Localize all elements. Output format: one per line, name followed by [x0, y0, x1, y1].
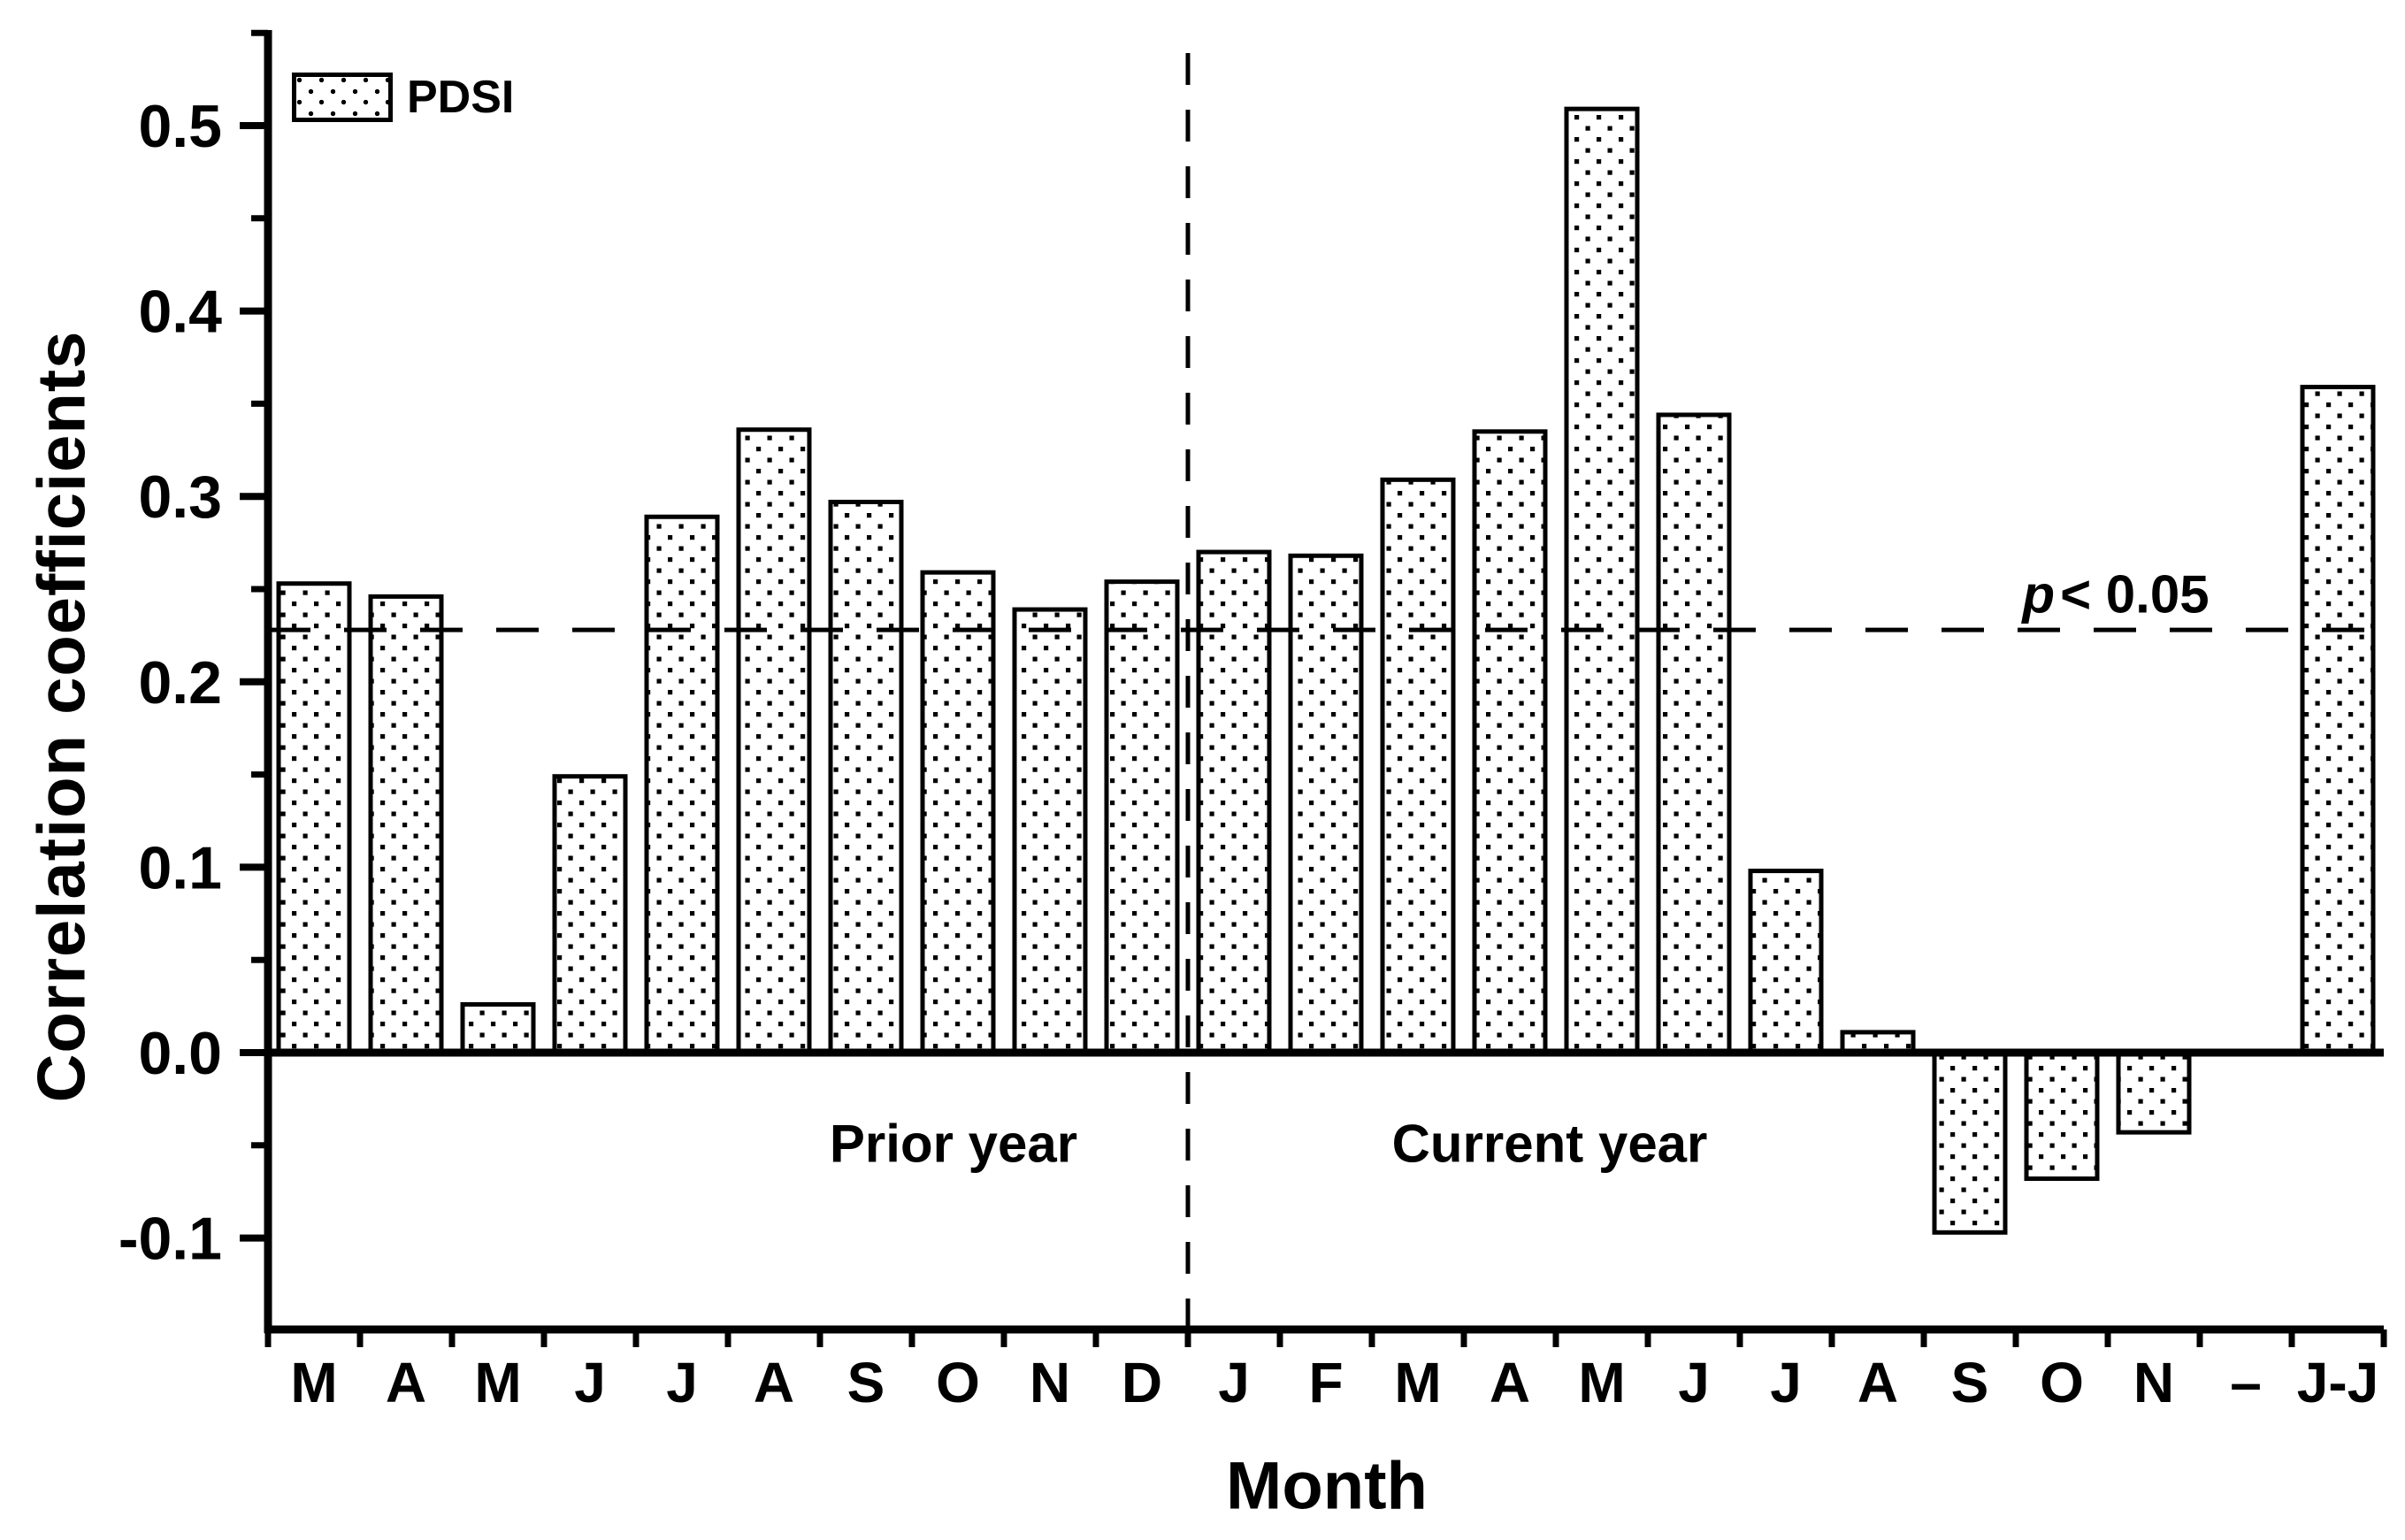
legend-pdsi-swatch: [292, 73, 393, 122]
x-tick-label: O: [936, 1351, 980, 1414]
x-tick-label: J: [1218, 1351, 1250, 1414]
x-tick-label: O: [2040, 1351, 2084, 1414]
current-year-label: Current year: [1391, 1114, 1708, 1174]
bar-M-14: [1564, 106, 1640, 1055]
bar-M-0: [276, 581, 352, 1055]
bar-S-18: [1932, 1050, 2008, 1235]
bar-N-20: [2116, 1050, 2192, 1135]
x-tick-label: –: [2230, 1351, 2262, 1414]
legend-pdsi-label: PDSI: [407, 72, 515, 123]
y-tick-label: 0.4: [138, 279, 222, 346]
y-tick-label: 0.0: [138, 1020, 222, 1087]
y-axis-title: Correlation coefficients: [24, 330, 100, 1103]
bar-M-12: [1380, 477, 1456, 1055]
bar-J-J-22: [2300, 385, 2376, 1055]
bar-J-10: [1196, 549, 1272, 1055]
bar-J-15: [1656, 412, 1732, 1055]
y-tick-label: 0.5: [138, 93, 222, 160]
bar-A-13: [1472, 429, 1548, 1055]
significance-value-text: < 0.05: [2060, 564, 2210, 624]
x-tick-label: J: [574, 1351, 606, 1414]
x-tick-label: J-J: [2297, 1351, 2379, 1414]
bar-D-9: [1104, 579, 1180, 1055]
bar-J-16: [1748, 869, 1824, 1055]
x-tick-label: J: [1678, 1351, 1710, 1414]
x-tick-label: A: [386, 1351, 426, 1414]
x-tick-label: A: [754, 1351, 794, 1414]
x-tick-label: J: [1770, 1351, 1802, 1414]
bar-J-4: [644, 514, 720, 1055]
bar-S-6: [828, 499, 904, 1055]
x-axis-title: Month: [1226, 1448, 1428, 1524]
x-tick-label: N: [1030, 1351, 1070, 1414]
x-tick-label: A: [1490, 1351, 1530, 1414]
prior-year-label: Prior year: [829, 1114, 1078, 1174]
bar-O-7: [920, 570, 996, 1055]
x-tick-label: J: [666, 1351, 698, 1414]
x-tick-label: S: [1951, 1351, 1989, 1414]
bar-A-1: [368, 594, 444, 1055]
y-tick-label: 0.3: [138, 464, 222, 531]
bar-M-2: [460, 1002, 536, 1055]
x-tick-label: D: [1122, 1351, 1162, 1414]
x-tick-label: A: [1857, 1351, 1898, 1414]
y-tick-label: 0.2: [138, 649, 222, 716]
x-tick-label: M: [290, 1351, 337, 1414]
x-tick-label: S: [847, 1351, 885, 1414]
significance-threshold-label: p < 0.05: [2022, 564, 2209, 625]
legend: PDSI: [292, 71, 514, 124]
x-tick-label: M: [474, 1351, 521, 1414]
x-tick-label: N: [2133, 1351, 2174, 1414]
x-tick-label: M: [1578, 1351, 1625, 1414]
bar-F-11: [1288, 553, 1364, 1055]
y-tick-label: -0.1: [119, 1206, 222, 1273]
y-tick-label: 0.1: [138, 834, 222, 901]
bar-J-3: [552, 774, 628, 1055]
bar-A-5: [736, 427, 812, 1055]
significance-p-symbol: p: [2022, 564, 2056, 624]
x-tick-label: F: [1308, 1351, 1343, 1414]
x-tick-label: M: [1394, 1351, 1441, 1414]
bar-N-8: [1012, 607, 1088, 1055]
bar-O-19: [2024, 1050, 2100, 1182]
